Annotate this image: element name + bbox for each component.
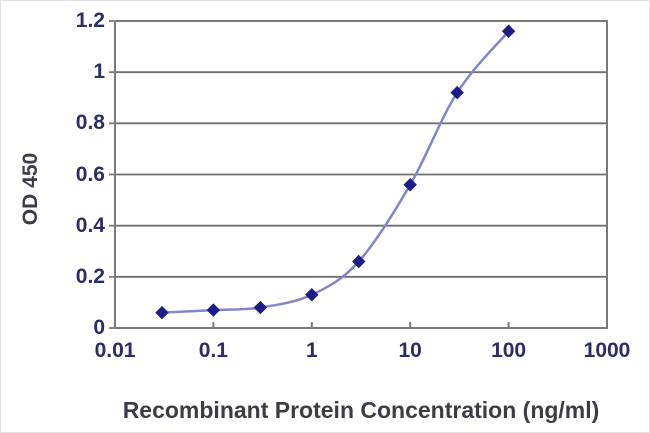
plot-border — [114, 20, 608, 329]
x-tick-label: 1 — [305, 339, 318, 362]
x-tick-label: 100 — [491, 339, 527, 362]
y-tick-label: 0.2 — [75, 264, 105, 288]
x-tick-label: 0.01 — [94, 339, 136, 362]
y-tick-label: 0 — [93, 316, 105, 339]
x-tick-label: 0.1 — [198, 339, 228, 362]
data-point-marker — [155, 305, 169, 320]
x-tick-label: 10 — [398, 339, 422, 362]
y-tick-label: 1.2 — [75, 9, 105, 32]
x-axis-title: Recombinant Protein Concentration (ng/ml… — [122, 397, 600, 423]
data-point-marker — [253, 300, 268, 315]
y-tick-label: 0.6 — [75, 162, 105, 186]
x-tick-label: 1000 — [583, 339, 631, 362]
y-tick-label: 1 — [93, 60, 105, 84]
y-tick-label: 0.8 — [75, 111, 105, 135]
data-point-marker — [450, 85, 464, 100]
data-point-marker — [403, 178, 417, 192]
data-point-marker — [352, 254, 366, 269]
data-point-marker — [206, 303, 221, 317]
series-line — [161, 30, 510, 314]
data-point-marker — [501, 24, 516, 38]
y-tick-label: 0.4 — [75, 213, 105, 237]
data-point-marker — [305, 288, 319, 302]
